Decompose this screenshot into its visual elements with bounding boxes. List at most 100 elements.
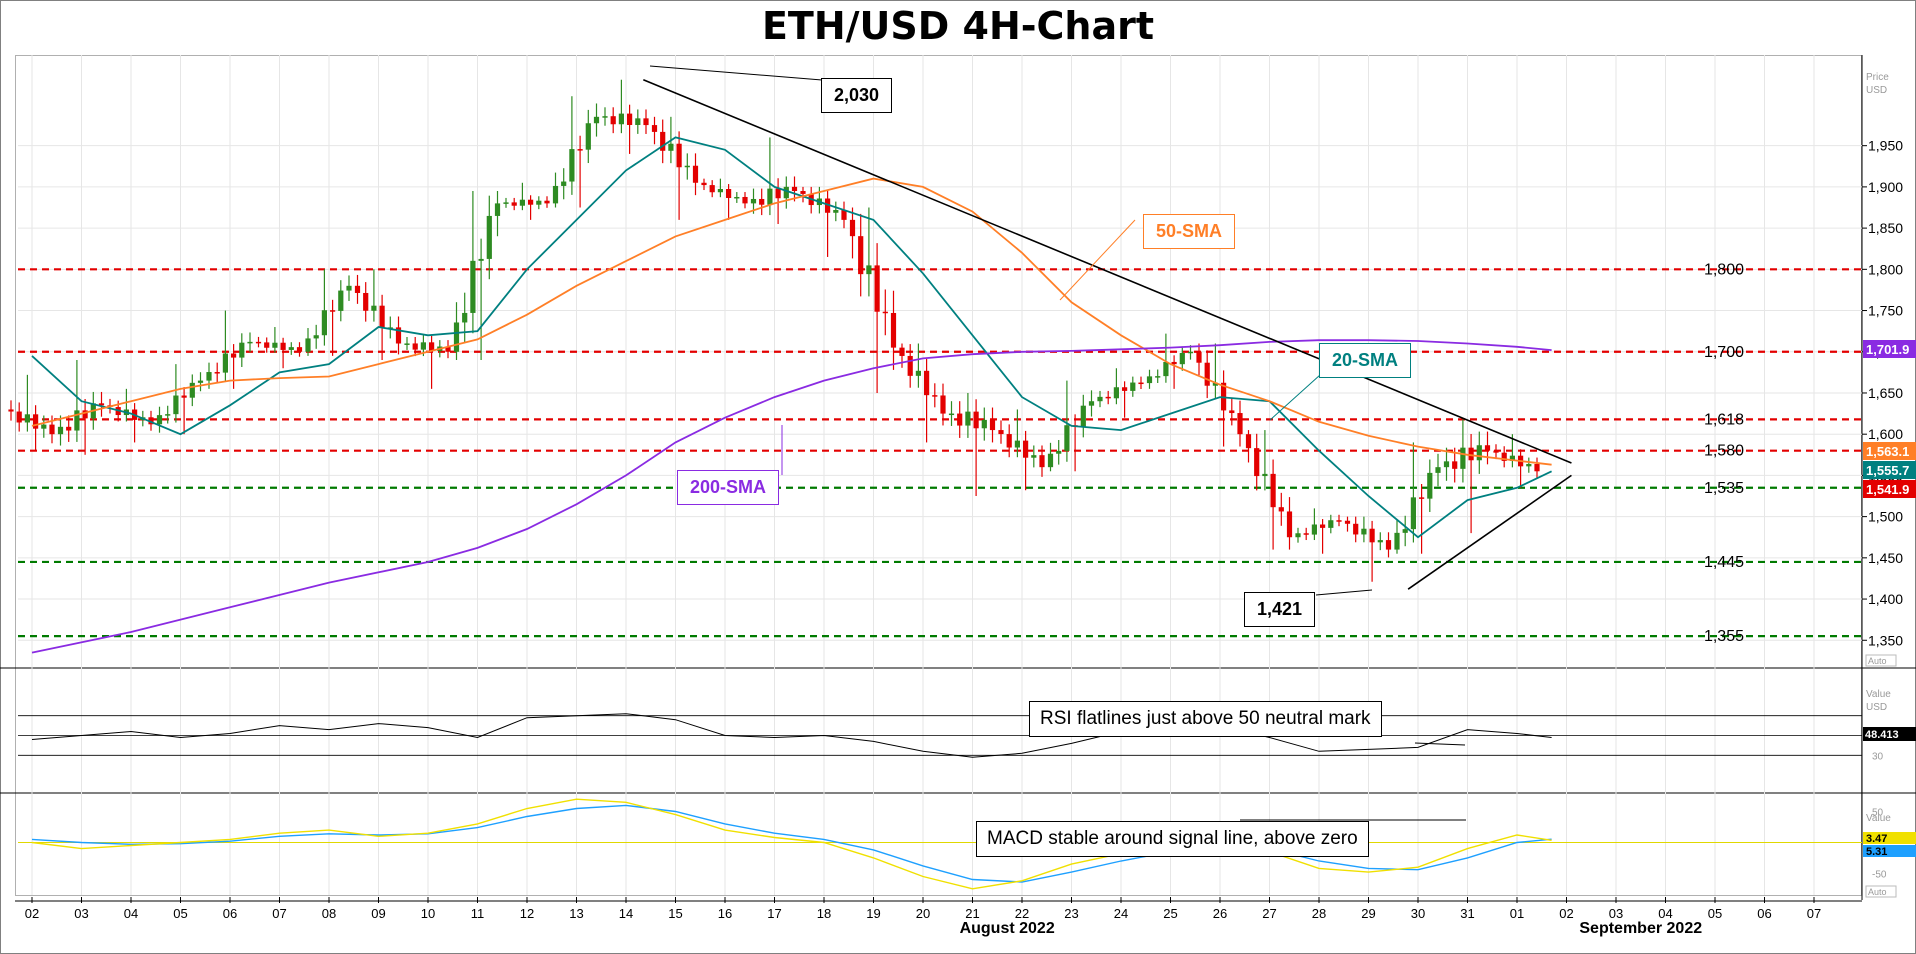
price-header: USD — [1866, 85, 1887, 96]
candle-body — [189, 382, 195, 398]
candle-body — [1410, 497, 1416, 530]
candle-body — [511, 202, 517, 206]
rsi-header: Value — [1866, 689, 1891, 700]
candle-body — [1212, 382, 1218, 386]
level-label: 1,700 — [1704, 344, 1744, 361]
y-tick-label: 1,800 — [1868, 261, 1903, 277]
sma-line-200-sma — [31, 339, 1552, 654]
x-tick-label: 23 — [1064, 906, 1078, 921]
x-tick-label: 03 — [1609, 906, 1623, 921]
y-tick-label: 1,850 — [1868, 220, 1903, 236]
candle-body — [643, 118, 649, 126]
y-tick-label: 1,400 — [1868, 591, 1903, 607]
candle-body — [1336, 520, 1342, 522]
x-tick-label: 13 — [569, 906, 583, 921]
x-tick-label: 02 — [25, 906, 39, 921]
candle-body — [354, 285, 361, 293]
candle-body — [849, 219, 856, 237]
x-tick-label: 10 — [421, 906, 435, 921]
sma20-annotation: 20-SMA — [1319, 343, 1412, 378]
candle-body — [552, 185, 559, 204]
candle-body — [907, 355, 913, 376]
candle-body — [932, 395, 938, 397]
sma-line-20-sma — [31, 136, 1552, 539]
candle-body — [239, 342, 245, 358]
candle-body — [750, 198, 757, 204]
candle-body — [1122, 387, 1128, 391]
candle-body — [569, 149, 575, 182]
y-tick-label: 1,900 — [1868, 179, 1903, 195]
candle-body — [305, 338, 311, 352]
candle-body — [1526, 463, 1532, 467]
rsi-leader-line — [1414, 742, 1466, 746]
candle-body — [1023, 440, 1029, 458]
candle-body — [41, 424, 47, 429]
candle-body — [1353, 523, 1359, 535]
macd-annotation: MACD stable around signal line, above ze… — [976, 821, 1369, 857]
candle-body — [98, 403, 105, 406]
x-tick-label: 26 — [1213, 906, 1227, 921]
candle-body — [668, 143, 674, 151]
candle-body — [1146, 376, 1153, 384]
candle-body — [462, 312, 468, 323]
x-tick-label: 06 — [1757, 906, 1771, 921]
candle-body — [420, 342, 426, 350]
candle-body — [1155, 376, 1161, 378]
candle-body — [321, 310, 327, 336]
candle-body — [841, 210, 847, 220]
candle-body — [1320, 524, 1326, 528]
candle-body — [759, 198, 765, 205]
candle-body — [585, 123, 591, 150]
y-tick-label: 1,450 — [1868, 550, 1903, 566]
candle-body — [519, 199, 525, 206]
candle-body — [858, 236, 864, 275]
candle-body — [280, 342, 286, 350]
candle-body — [363, 292, 369, 311]
candle-body — [1064, 425, 1070, 451]
x-tick-label: 27 — [1262, 906, 1276, 921]
x-tick-label: 04 — [124, 906, 138, 921]
candle-body — [1047, 453, 1054, 468]
candle-body — [726, 188, 732, 198]
level-label: 1,535 — [1704, 480, 1744, 497]
candle-body — [1056, 450, 1062, 454]
candle-body — [173, 395, 179, 415]
macd-tick-label: 50 — [1872, 808, 1884, 819]
candle-body — [1187, 351, 1194, 354]
sma200-annotation: 200-SMA — [677, 470, 780, 505]
x-tick-label: 18 — [817, 906, 831, 921]
candle-body — [156, 415, 163, 425]
candle-body — [165, 414, 171, 416]
candle-body — [1394, 532, 1400, 550]
candle-body — [1385, 540, 1392, 550]
candle-body — [296, 347, 303, 352]
x-tick-label: 05 — [1708, 906, 1722, 921]
x-tick-label: 20 — [916, 906, 930, 921]
auto-button — [1865, 654, 1897, 667]
candle-body — [1014, 440, 1020, 448]
candle-body — [1262, 473, 1268, 477]
candle-body — [627, 113, 633, 125]
candle-body — [825, 198, 831, 213]
candle-body — [1006, 434, 1012, 448]
x-tick-label: 07 — [272, 906, 286, 921]
high-leader-line — [649, 65, 823, 81]
candle-body — [1254, 448, 1260, 477]
chart-title: ETH/USD 4H-Chart — [761, 4, 1155, 48]
candle-body — [313, 335, 319, 339]
x-tick-label: 02 — [1559, 906, 1573, 921]
candle-body — [494, 203, 501, 216]
candle-body — [1377, 540, 1383, 543]
rsi-line — [31, 713, 1552, 758]
candle-body — [1443, 461, 1450, 468]
candle-body — [1328, 520, 1334, 528]
macd-tag-label: 3.47 — [1866, 833, 1887, 845]
candle-body — [1468, 447, 1474, 461]
signal-line — [31, 804, 1552, 883]
candle-body — [1278, 507, 1284, 512]
candle-body — [197, 380, 204, 383]
price-tag-label: 1,541.9 — [1866, 482, 1909, 497]
candle-body — [1484, 445, 1491, 451]
